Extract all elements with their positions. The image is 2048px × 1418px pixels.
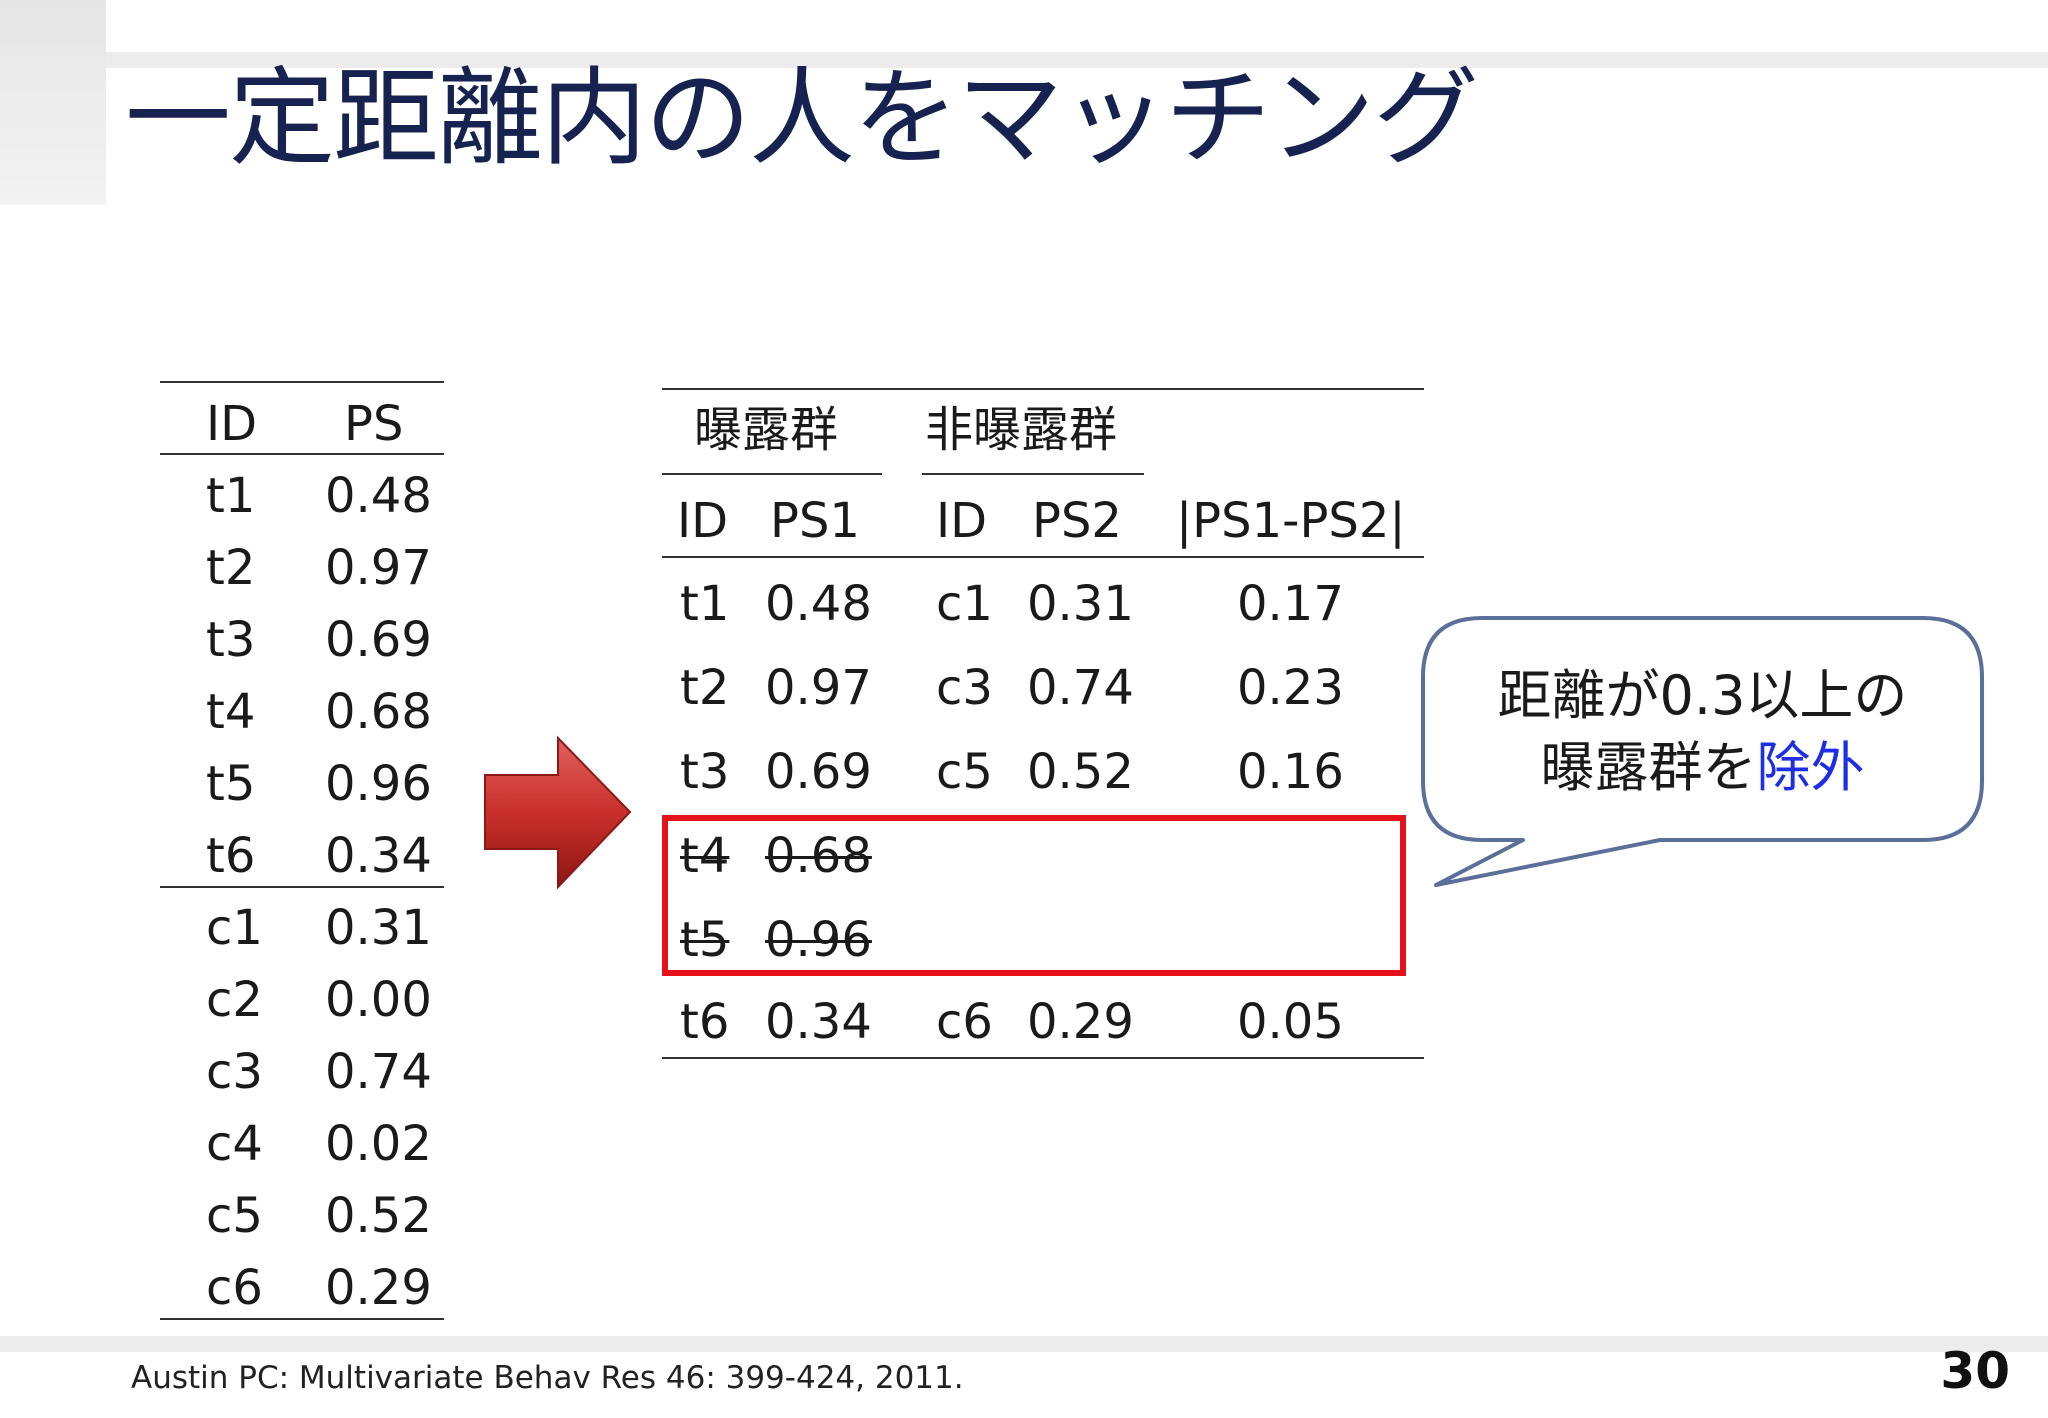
- left-cell-id: c5: [206, 1188, 263, 1244]
- right-cell-id: c1: [936, 576, 993, 632]
- callout-line-2-prefix: 曝露群を: [1540, 736, 1757, 799]
- left-table-top-rule: [160, 381, 444, 383]
- callout-highlight-word: 除外: [1756, 736, 1865, 799]
- right-cell-id: c3: [936, 660, 993, 716]
- left-cell-id: t1: [206, 468, 256, 524]
- excluded-cell-id: t4: [680, 828, 730, 884]
- right-header-ps1: PS1: [770, 493, 860, 549]
- right-cell-diff: 0.16: [1237, 744, 1344, 800]
- left-cell-id: t4: [206, 684, 256, 740]
- left-cell-id: t6: [206, 828, 256, 884]
- left-cell-id: t2: [206, 540, 256, 596]
- citation: Austin PC: Multivariate Behav Res 46: 39…: [131, 1360, 964, 1396]
- left-cell-id: c6: [206, 1260, 263, 1316]
- slide-title: 一定距離内の人をマッチング: [125, 57, 1479, 180]
- left-cell-ps: 0.02: [325, 1116, 432, 1172]
- right-arrow-icon: [484, 735, 632, 890]
- left-table-group-rule: [160, 886, 444, 888]
- left-cell-ps: 0.68: [325, 684, 432, 740]
- left-cell-ps: 0.96: [325, 756, 432, 812]
- right-table-header-rule: [662, 556, 1424, 558]
- excluded-cell-ps1: 0.68: [765, 828, 872, 884]
- left-cell-id: c1: [206, 900, 263, 956]
- page-number: 30: [1940, 1342, 2010, 1400]
- right-cell-id: c6: [936, 994, 993, 1050]
- right-cell-ps2: 0.52: [1027, 744, 1134, 800]
- right-cell-diff: 0.23: [1237, 660, 1344, 716]
- left-cell-ps: 0.74: [325, 1044, 432, 1100]
- callout-text: 距離が0.3以上の 曝露群を除外: [1430, 660, 1975, 804]
- right-cell-diff: 0.05: [1237, 994, 1344, 1050]
- right-cell-ps1: 0.34: [765, 994, 872, 1050]
- right-cell-id: t1: [680, 576, 730, 632]
- left-table-header-rule: [160, 453, 444, 455]
- right-header-id: ID: [936, 493, 988, 549]
- left-header-ps: PS: [344, 396, 404, 452]
- left-table-bottom-rule: [160, 1318, 444, 1320]
- excluded-cell-ps1: 0.96: [765, 912, 872, 968]
- callout-line-2: 曝露群を除外: [1430, 732, 1975, 804]
- excluded-rows-highlight: [662, 815, 1406, 976]
- right-cell-ps2: 0.74: [1027, 660, 1134, 716]
- callout-line-1: 距離が0.3以上の: [1497, 664, 1908, 727]
- left-cell-id: c3: [206, 1044, 263, 1100]
- right-cell-id: t3: [680, 744, 730, 800]
- right-table-top-rule: [662, 388, 1424, 390]
- left-header-id: ID: [206, 396, 258, 452]
- group-header-exposed: 曝露群: [694, 402, 839, 458]
- left-cell-ps: 0.97: [325, 540, 432, 596]
- group-header-unexposed: 非曝露群: [925, 402, 1118, 458]
- right-cell-diff: 0.17: [1237, 576, 1344, 632]
- right-cell-ps2: 0.31: [1027, 576, 1134, 632]
- left-cell-ps: 0.31: [325, 900, 432, 956]
- left-cell-ps: 0.52: [325, 1188, 432, 1244]
- left-cell-ps: 0.48: [325, 468, 432, 524]
- right-cell-ps1: 0.48: [765, 576, 872, 632]
- left-cell-id: c2: [206, 972, 263, 1028]
- left-cell-ps: 0.29: [325, 1260, 432, 1316]
- right-table-bottom-rule: [662, 1057, 1424, 1059]
- corner-decoration: [0, 0, 106, 205]
- left-cell-id: c4: [206, 1116, 263, 1172]
- right-cell-id: t6: [680, 994, 730, 1050]
- left-cell-ps: 0.00: [325, 972, 432, 1028]
- right-header-id: ID: [677, 493, 729, 549]
- excluded-cell-id: t5: [680, 912, 730, 968]
- right-cell-id: c5: [936, 744, 993, 800]
- left-cell-id: t3: [206, 612, 256, 668]
- left-cell-id: t5: [206, 756, 256, 812]
- right-cell-ps2: 0.29: [1027, 994, 1134, 1050]
- right-cell-ps1: 0.69: [765, 744, 872, 800]
- unexposed-group-rule: [922, 473, 1144, 475]
- right-header-ps2: PS2: [1032, 493, 1122, 549]
- right-cell-ps1: 0.97: [765, 660, 872, 716]
- exposed-group-rule: [662, 473, 882, 475]
- title-band: [106, 52, 2048, 68]
- right-cell-id: t2: [680, 660, 730, 716]
- right-header-diff: |PS1-PS2|: [1176, 493, 1406, 549]
- callout-bubble: [1421, 616, 1984, 887]
- footer-band: [0, 1336, 2048, 1352]
- left-cell-ps: 0.34: [325, 828, 432, 884]
- left-cell-ps: 0.69: [325, 612, 432, 668]
